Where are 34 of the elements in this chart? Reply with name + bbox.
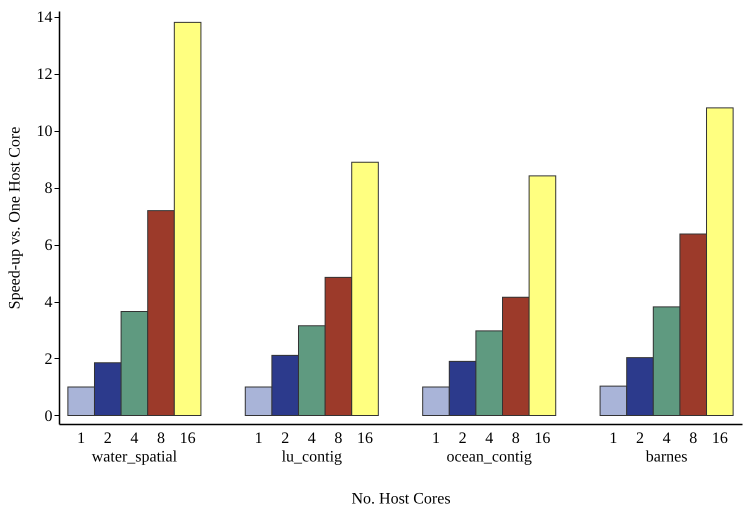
text: 2 <box>281 430 290 447</box>
text: 16 <box>712 430 728 447</box>
text: 1 <box>254 430 263 447</box>
series-label: 4 <box>130 430 138 447</box>
y-tick-label: 10 <box>36 123 52 140</box>
text: 2 <box>636 430 644 447</box>
text: 4 <box>485 430 494 447</box>
x-axis-title: No. Host Cores <box>351 490 451 508</box>
text: 8 <box>334 430 342 447</box>
y-tick-label: 12 <box>36 66 52 84</box>
y-tick-label: 4 <box>44 294 52 312</box>
text: 16 <box>357 430 374 447</box>
y-tick-label: 8 <box>44 180 52 198</box>
series-label: 16 <box>180 430 196 447</box>
text: 1 <box>609 430 618 447</box>
text: 8 <box>689 430 698 447</box>
series-label: 2 <box>104 430 112 447</box>
series-label: 8 <box>157 430 166 447</box>
y-tick-label: 0 <box>44 408 52 425</box>
text: 4 <box>308 430 316 447</box>
x-tick-label: lu_contig <box>282 448 342 466</box>
x-tick-label: water_spatial <box>92 448 178 466</box>
text: 4 <box>662 430 671 447</box>
x-tick-label: barnes <box>646 448 688 466</box>
text: 8 <box>512 430 520 447</box>
text: 16 <box>534 430 550 447</box>
x-tick-label: ocean_contig <box>446 448 532 466</box>
y-axis-title: Speed-up vs. One Host Core <box>6 126 24 310</box>
text: 1 <box>432 430 440 447</box>
series-label: 1 <box>77 430 86 447</box>
y-tick-label: 14 <box>36 9 52 26</box>
text: 2 <box>458 430 467 447</box>
y-tick-label: 6 <box>44 237 52 254</box>
y-tick-label: 2 <box>44 350 52 368</box>
